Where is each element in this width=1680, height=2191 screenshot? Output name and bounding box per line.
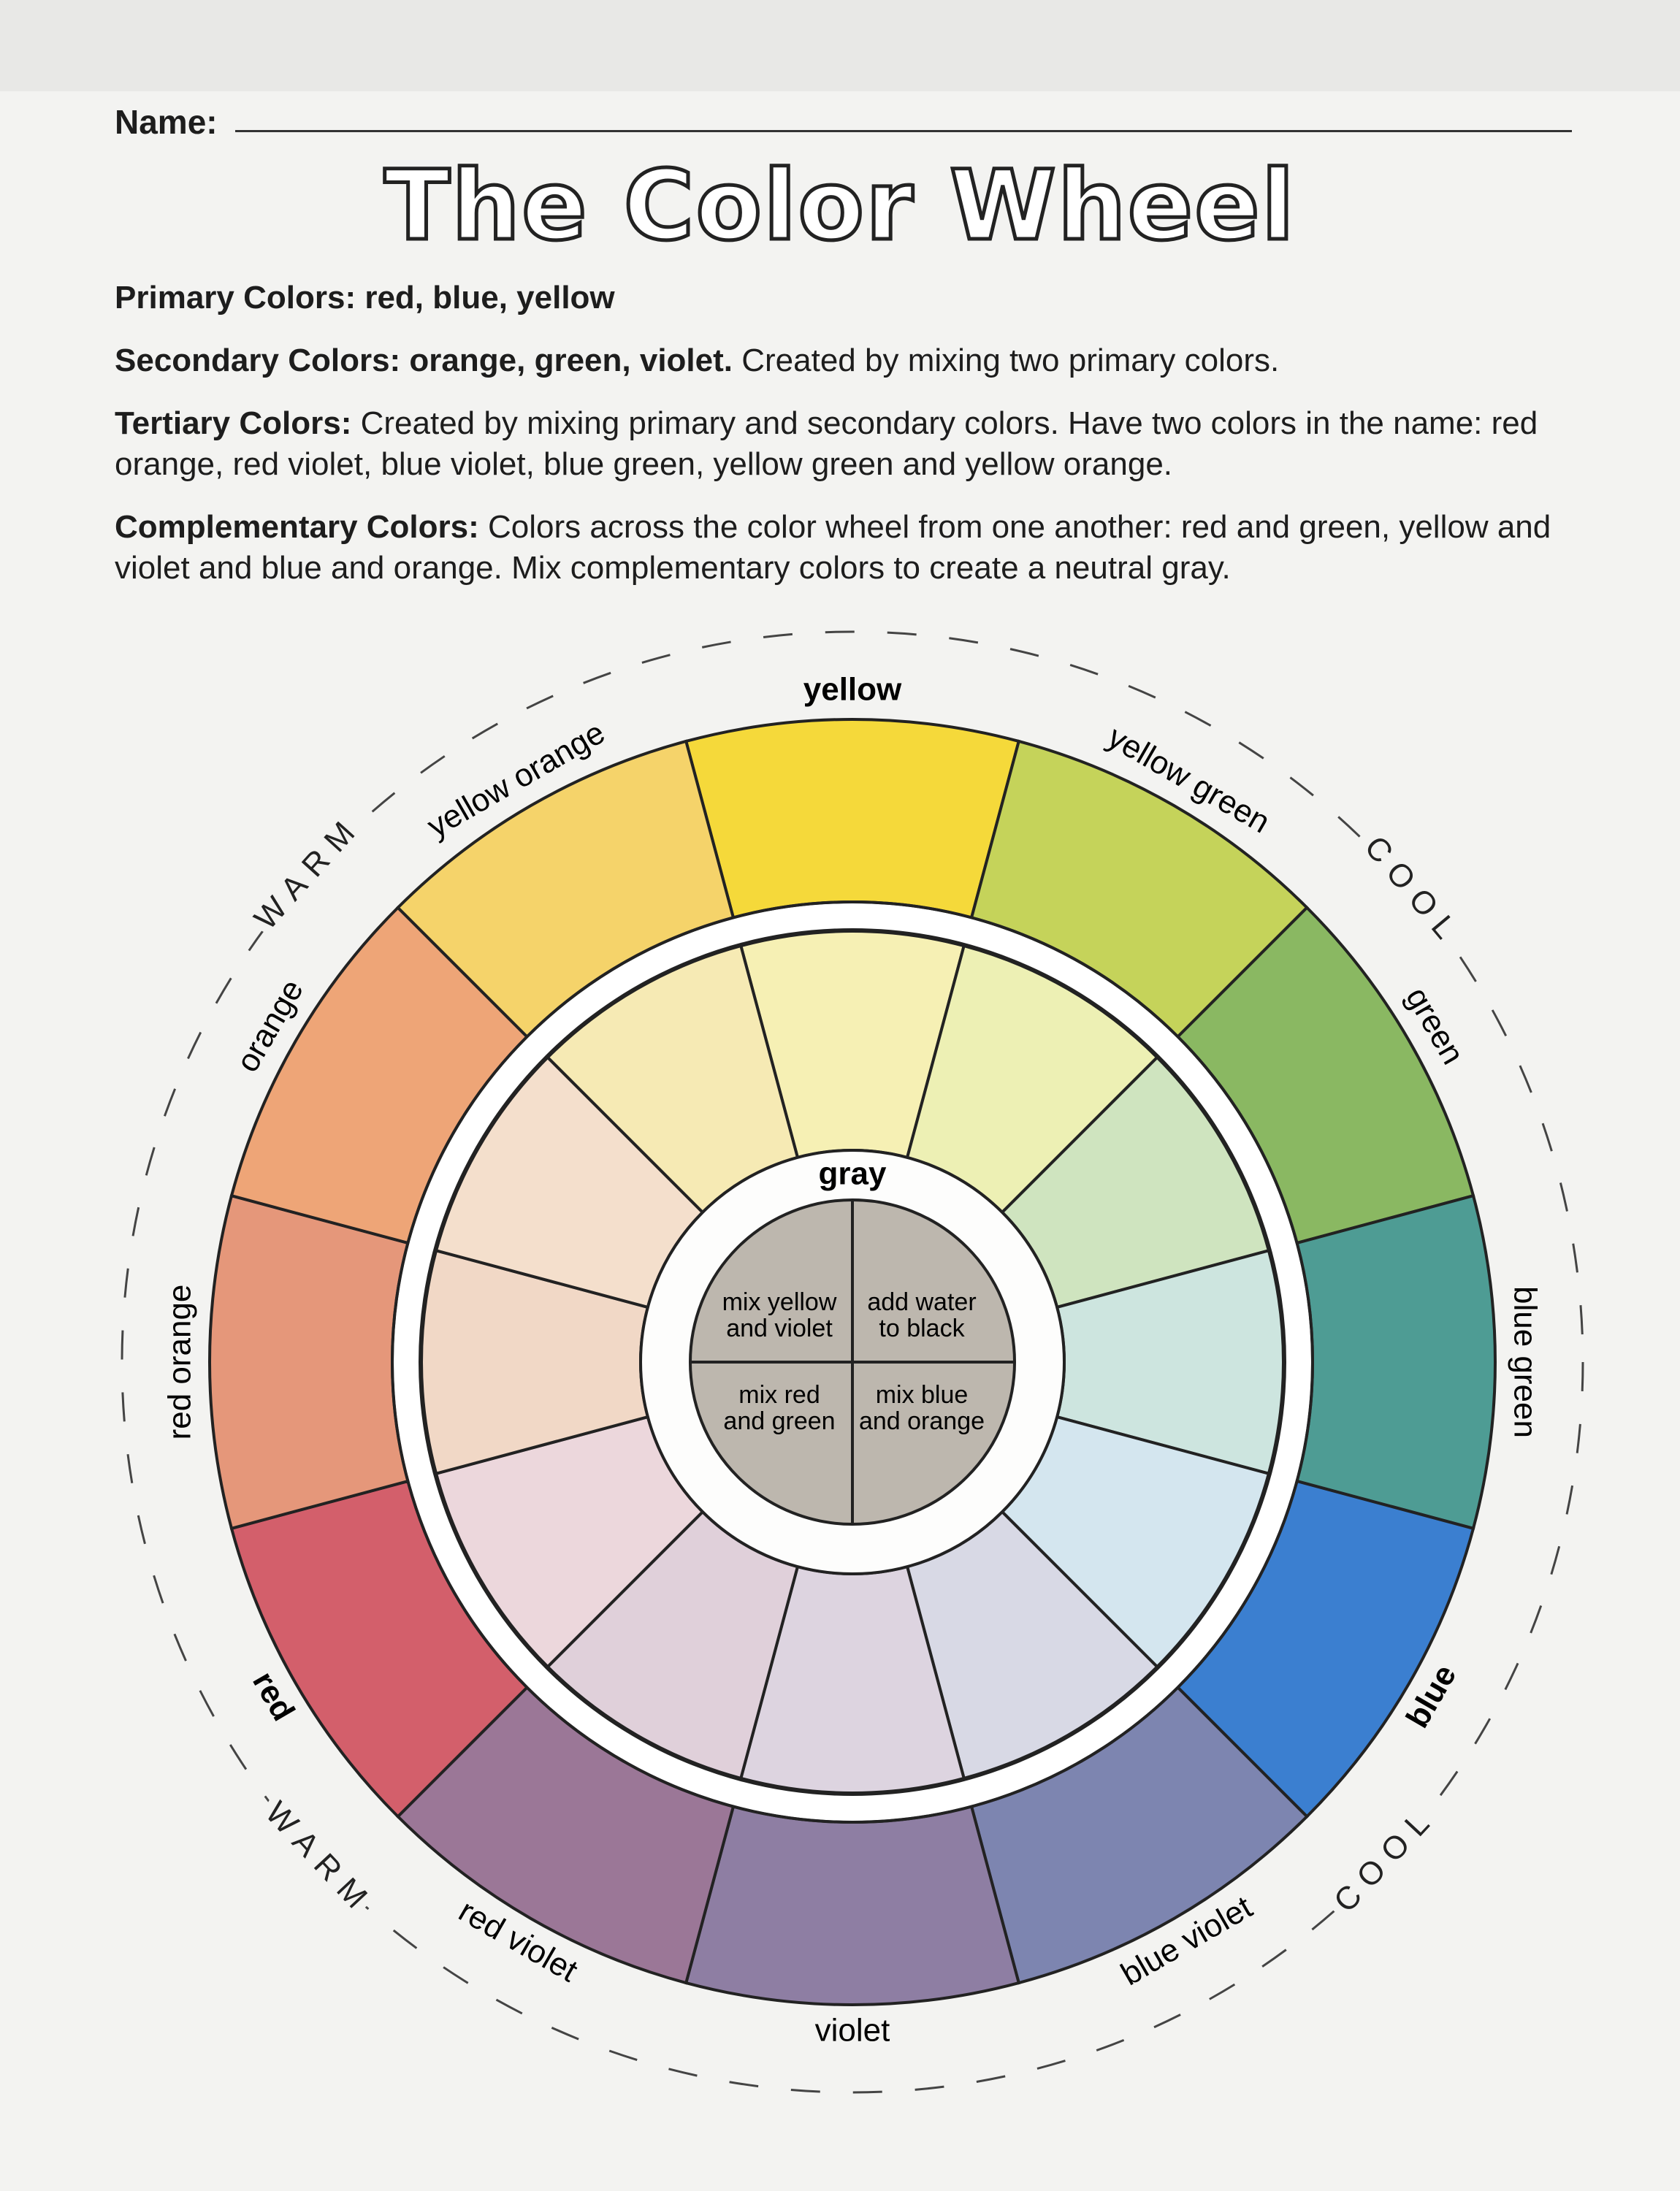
- mix-label: add water to black: [867, 1288, 976, 1342]
- definition: Tertiary Colors: Created by mixing prima…: [115, 403, 1568, 485]
- segment-label: yellow: [803, 672, 902, 708]
- segment-label: violet: [815, 2013, 890, 2049]
- definition: Primary Colors: red, blue, yellow: [115, 278, 1568, 318]
- mix-line: and orange: [859, 1407, 985, 1435]
- segment-label: blue green: [1507, 1286, 1543, 1438]
- name-label: Name:: [115, 103, 218, 141]
- mix-label: mix blue and orange: [859, 1381, 985, 1435]
- mix-label: mix yellow and violet: [722, 1288, 837, 1342]
- ring-line: [391, 901, 1314, 1824]
- mix-line: mix blue: [876, 1381, 969, 1409]
- mix-line: mix yellow: [722, 1288, 837, 1316]
- center-label: gray: [819, 1156, 887, 1192]
- ring: [394, 903, 1311, 1821]
- color-segment: [684, 1805, 1021, 2006]
- temperature-label: COOL: [1327, 1798, 1443, 1919]
- color-segment: [684, 718, 1021, 919]
- ring-line: [419, 928, 1286, 1796]
- color-segment: [1295, 1193, 1497, 1531]
- segment-label: red orange: [162, 1285, 198, 1440]
- name-line: [235, 130, 1572, 132]
- mix-label: mix red and green: [723, 1381, 835, 1435]
- mix-line: and green: [723, 1407, 835, 1435]
- definition-term: Complementary Colors:: [115, 509, 479, 545]
- definition-text: Created by mixing two primary colors.: [741, 343, 1280, 378]
- temperature-label: WARM: [248, 808, 369, 937]
- definitions: Primary Colors: red, blue, yellow Seconda…: [115, 278, 1568, 611]
- definition-term: Secondary Colors: orange, green, violet.: [115, 343, 733, 378]
- definition-term: Tertiary Colors:: [115, 405, 352, 441]
- definition-text: Created by mixing primary and secondary …: [115, 405, 1538, 482]
- temperature-label: COOL: [1357, 829, 1470, 953]
- definition-term: Primary Colors: red, blue, yellow: [115, 280, 615, 316]
- guide-circle: [121, 630, 1584, 2094]
- mix-line: add water: [867, 1288, 976, 1316]
- mix-line: mix red: [738, 1381, 820, 1409]
- definition-text: Colors across the color wheel from one a…: [115, 509, 1551, 586]
- color-segment: [208, 1193, 410, 1531]
- definition: Complementary Colors: Colors across the …: [115, 507, 1568, 589]
- temperature-label: WARM: [259, 1795, 381, 1923]
- definition: Secondary Colors: orange, green, violet.…: [115, 340, 1568, 381]
- photo-border: [0, 0, 1680, 91]
- title: The Color Wheel: [383, 148, 1297, 264]
- mix-line: and violet: [726, 1315, 833, 1342]
- mix-line: to black: [879, 1315, 965, 1342]
